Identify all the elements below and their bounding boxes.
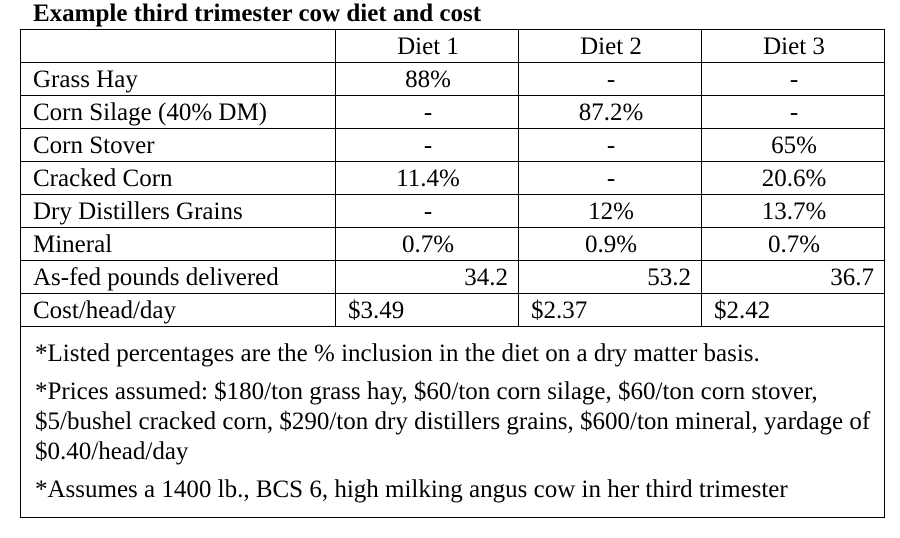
row-label: Grass Hay — [20, 62, 336, 96]
cell-value: 13.7% — [701, 194, 885, 228]
header-cell-empty — [20, 29, 336, 63]
row-label: Corn Silage (40% DM) — [20, 95, 336, 129]
table-row: Corn Stover - - 65% — [20, 128, 885, 162]
header-diet-3: Diet 3 — [701, 29, 885, 63]
cell-value: 65% — [701, 128, 885, 162]
row-label: Corn Stover — [20, 128, 336, 162]
table-row: Grass Hay 88% - - — [20, 62, 885, 96]
cell-value: 87.2% — [518, 95, 702, 129]
cell-value: - — [335, 128, 519, 162]
cell-value: - — [518, 128, 702, 162]
diet-cost-table: Diet 1 Diet 2 Diet 3 Grass Hay 88% - - C… — [20, 29, 885, 518]
cell-value: $2.42 — [701, 293, 885, 327]
header-diet-2: Diet 2 — [518, 29, 702, 63]
note-prices: *Prices assumed: $180/ton grass hay, $60… — [35, 378, 871, 465]
cell-value: 88% — [335, 62, 519, 96]
cell-value: 11.4% — [335, 161, 519, 195]
cell-value: 0.9% — [518, 227, 702, 261]
table-row: As-fed pounds delivered 34.2 53.2 36.7 — [20, 260, 885, 294]
notes-cell: *Listed percentages are the % inclusion … — [20, 326, 885, 518]
table-row: Mineral 0.7% 0.9% 0.7% — [20, 227, 885, 261]
cell-value: 0.7% — [701, 227, 885, 261]
table-title: Example third trimester cow diet and cos… — [33, 0, 482, 27]
cell-value: - — [335, 95, 519, 129]
header-row: Diet 1 Diet 2 Diet 3 — [20, 29, 885, 63]
cell-value: - — [518, 161, 702, 195]
table-row: Cost/head/day $3.49 $2.37 $2.42 — [20, 293, 885, 327]
notes-row: *Listed percentages are the % inclusion … — [20, 326, 885, 518]
row-label: Dry Distillers Grains — [20, 194, 336, 228]
row-label: As-fed pounds delivered — [20, 260, 336, 294]
cell-value: 20.6% — [701, 161, 885, 195]
table-row: Dry Distillers Grains - 12% 13.7% — [20, 194, 885, 228]
cell-value: - — [518, 62, 702, 96]
note-dry-matter: *Listed percentages are the % inclusion … — [35, 340, 760, 367]
cell-value: 53.2 — [518, 260, 702, 294]
cell-value: - — [701, 62, 885, 96]
table-row: Cracked Corn 11.4% - 20.6% — [20, 161, 885, 195]
table-row: Corn Silage (40% DM) - 87.2% - — [20, 95, 885, 129]
row-label: Mineral — [20, 227, 336, 261]
header-diet-1: Diet 1 — [335, 29, 519, 63]
cell-value: 12% — [518, 194, 702, 228]
row-label: Cost/head/day — [20, 293, 336, 327]
cell-value: $2.37 — [518, 293, 702, 327]
cell-value: - — [335, 194, 519, 228]
note-cow-assumption: *Assumes a 1400 lb., BCS 6, high milking… — [35, 476, 788, 503]
cell-value: - — [701, 95, 885, 129]
cell-value: 0.7% — [335, 227, 519, 261]
row-label: Cracked Corn — [20, 161, 336, 195]
cell-value: 34.2 — [335, 260, 519, 294]
cell-value: $3.49 — [335, 293, 519, 327]
cell-value: 36.7 — [701, 260, 885, 294]
